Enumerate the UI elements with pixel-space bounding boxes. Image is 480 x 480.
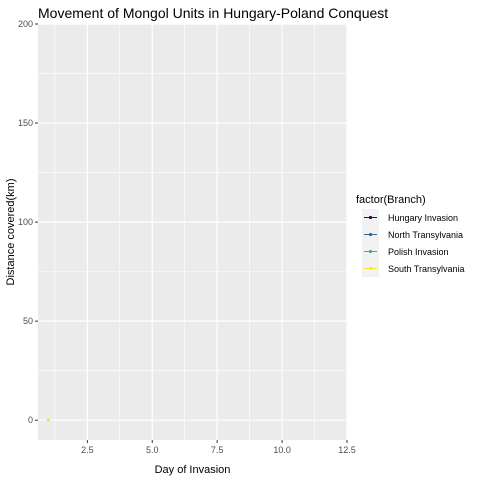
legend-key-point [368, 232, 373, 237]
minor-gridlines [38, 24, 347, 440]
plot-panel [38, 24, 347, 440]
y-tick-label: 0 [28, 415, 33, 425]
major-gridlines [38, 23, 348, 440]
legend-label: Hungary Invasion [388, 213, 458, 223]
y-axis: 0 50 100 150 200 [18, 19, 38, 425]
x-tick-label: 5.0 [146, 445, 159, 455]
legend: factor(Branch) Hungary Invasion North Tra… [356, 194, 465, 277]
legend-label: North Transylvania [388, 230, 463, 240]
x-tick-label: 2.5 [81, 445, 94, 455]
legend-key-point [368, 215, 373, 220]
x-tick-label: 10.0 [273, 445, 291, 455]
x-axis: 2.5 5.0 7.5 10.0 12.5 [81, 440, 356, 455]
legend-title: factor(Branch) [356, 194, 426, 206]
y-tick-label: 150 [18, 118, 33, 128]
x-axis-title: Day of Invasion [155, 464, 231, 476]
data-point [46, 418, 50, 422]
chart-title: Movement of Mongol Units in Hungary-Pola… [38, 5, 388, 21]
y-axis-title: Distance covered(km) [5, 179, 17, 286]
legend-key-point [368, 249, 373, 254]
legend-label: South Transylvania [388, 264, 465, 274]
x-tick-label: 7.5 [211, 445, 224, 455]
y-tick-label: 100 [18, 217, 33, 227]
legend-label: Polish Invasion [388, 247, 449, 257]
y-tick-label: 50 [23, 316, 33, 326]
legend-key-point [368, 266, 373, 271]
x-tick-label: 12.5 [338, 445, 356, 455]
y-tick-label: 200 [18, 19, 33, 29]
series-layer [46, 418, 50, 422]
